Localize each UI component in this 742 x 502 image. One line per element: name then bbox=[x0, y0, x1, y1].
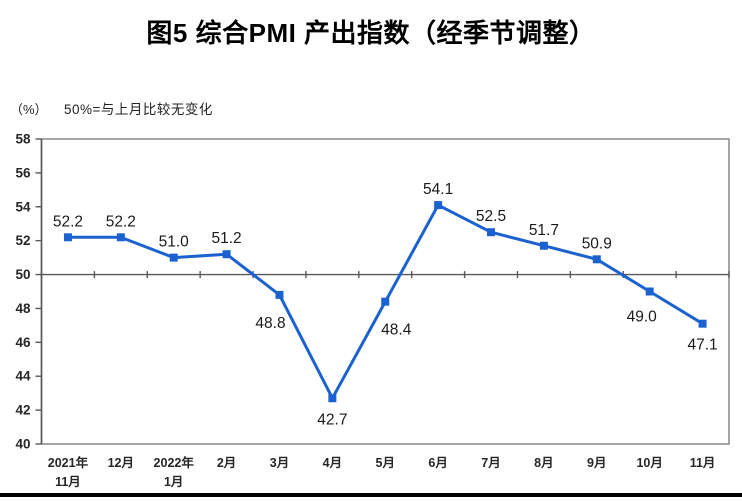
plot-border bbox=[40, 138, 730, 445]
x-tick-label: 2022年 bbox=[154, 455, 195, 470]
chart-title: 图5 综合PMI 产出指数（经季节调整） bbox=[146, 18, 596, 48]
data-point-marker bbox=[698, 319, 707, 328]
y-tick-label: 42 bbox=[15, 403, 30, 418]
data-label: 54.1 bbox=[423, 181, 453, 198]
x-tick-label: 1月 bbox=[164, 475, 183, 489]
data-point-marker bbox=[328, 394, 337, 403]
data-label: 52.5 bbox=[476, 208, 506, 225]
data-label: 51.2 bbox=[212, 230, 242, 247]
data-label: 51.7 bbox=[529, 222, 559, 239]
data-point-marker bbox=[116, 233, 125, 242]
data-label: 48.4 bbox=[381, 322, 412, 339]
y-tick-label: 44 bbox=[15, 369, 31, 384]
y-axis-unit-label: （%） bbox=[10, 102, 48, 117]
data-point-marker bbox=[434, 201, 443, 210]
data-point-marker bbox=[539, 241, 548, 250]
data-label: 47.1 bbox=[687, 337, 717, 354]
reference-line-note: 50%=与上月比较无变化 bbox=[64, 102, 213, 117]
x-tick-label: 8月 bbox=[534, 456, 553, 470]
bottom-border-line bbox=[0, 493, 742, 497]
y-tick-label: 40 bbox=[15, 437, 30, 452]
x-tick-label: 11月 bbox=[690, 456, 716, 470]
x-tick-label: 5月 bbox=[376, 456, 395, 470]
y-tick-label: 58 bbox=[15, 132, 31, 147]
data-point-marker bbox=[592, 255, 601, 264]
data-label: 50.9 bbox=[582, 235, 612, 252]
y-tick-label: 46 bbox=[15, 335, 31, 350]
data-point-marker bbox=[487, 228, 496, 237]
data-label: 42.7 bbox=[317, 411, 347, 428]
data-point-marker bbox=[222, 250, 231, 259]
y-tick-label: 48 bbox=[15, 301, 31, 316]
x-tick-label: 12月 bbox=[108, 456, 134, 470]
x-tick-label: 6月 bbox=[428, 456, 447, 470]
x-tick-label: 2月 bbox=[217, 456, 236, 470]
data-label: 51.0 bbox=[159, 234, 190, 251]
data-label: 52.2 bbox=[106, 213, 136, 230]
x-tick-label: 4月 bbox=[323, 456, 342, 470]
x-tick-label: 2021年 bbox=[48, 455, 89, 470]
x-tick-label: 10月 bbox=[636, 456, 662, 470]
data-point-marker bbox=[275, 290, 284, 299]
y-tick-label: 56 bbox=[15, 165, 31, 180]
x-tick-label: 11月 bbox=[55, 475, 81, 489]
data-label: 49.0 bbox=[627, 309, 658, 326]
data-point-marker bbox=[645, 287, 654, 296]
y-tick-label: 54 bbox=[15, 199, 31, 214]
data-point-marker bbox=[169, 253, 178, 262]
x-tick-label: 3月 bbox=[270, 456, 289, 470]
data-point-marker bbox=[381, 297, 390, 306]
data-label: 48.8 bbox=[255, 315, 285, 332]
data-label: 52.2 bbox=[53, 213, 83, 230]
y-tick-label: 50 bbox=[15, 267, 30, 282]
data-point-marker bbox=[63, 233, 72, 242]
x-tick-label: 9月 bbox=[587, 456, 606, 470]
y-tick-label: 52 bbox=[15, 233, 30, 248]
x-tick-label: 7月 bbox=[481, 456, 500, 470]
